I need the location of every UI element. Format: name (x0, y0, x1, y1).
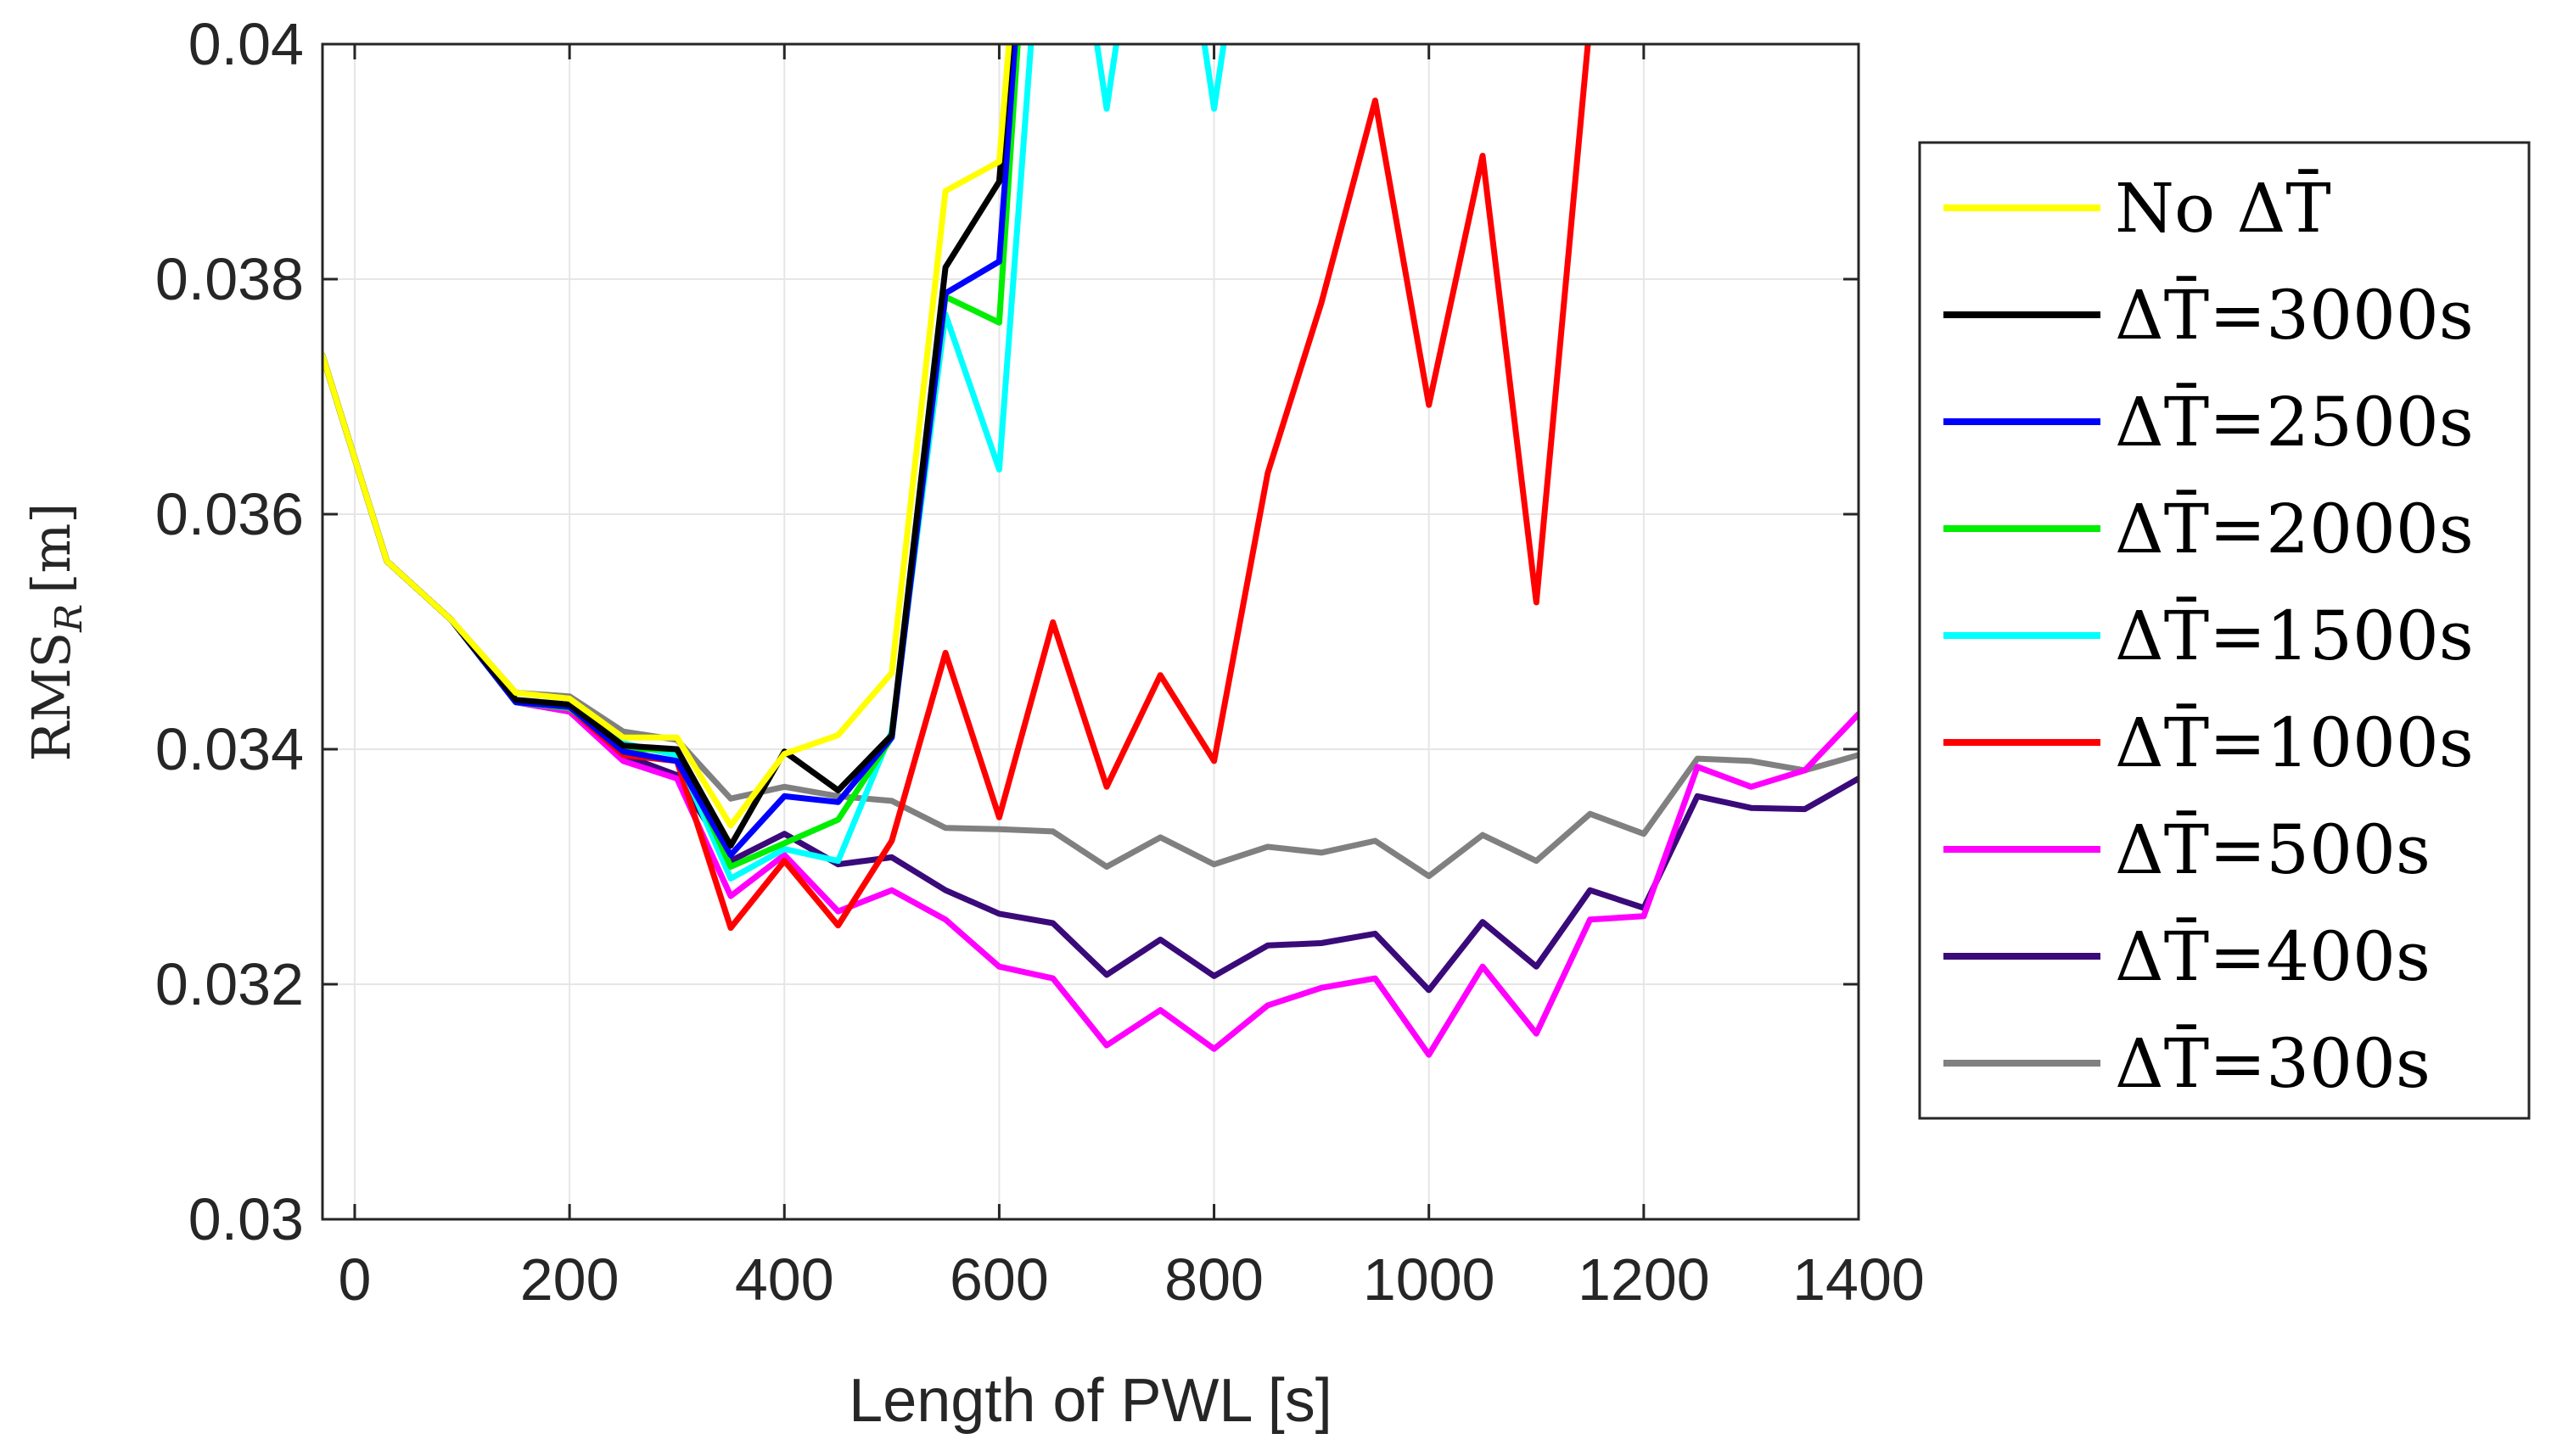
y-tick-label: 0.036 (155, 481, 304, 547)
legend-label-5: ΔT̄=1000s (2115, 703, 2474, 782)
x-tick-label: 1000 (1363, 1246, 1495, 1313)
x-tick-label: 1200 (1578, 1246, 1710, 1313)
series-line-8 (322, 352, 1859, 880)
series-line-6 (322, 352, 1859, 1058)
legend-label-1: ΔT̄=3000s (2115, 275, 2474, 355)
x-tick-label: 1400 (1792, 1246, 1925, 1313)
series-lines (322, 44, 1859, 1058)
x-tick-label: 400 (735, 1246, 834, 1313)
y-tick-label: 0.032 (155, 951, 304, 1017)
legend-label-2: ΔT̄=2500s (2115, 382, 2474, 462)
x-tick-label: 800 (1164, 1246, 1264, 1313)
y-axis-title-unit: [m] (20, 503, 82, 594)
series-line-0 (322, 44, 1012, 829)
plot-background (322, 44, 1859, 1219)
y-tick-label: 0.034 (155, 716, 304, 782)
x-axis-title: Length of PWL [s] (849, 1367, 1332, 1435)
y-tick-label: 0.03 (188, 1186, 304, 1252)
y-tick-label: 0.038 (155, 246, 304, 312)
legend-label-4: ΔT̄=1500s (2115, 596, 2474, 675)
y-axis-title: RMSR [m] (20, 503, 91, 762)
legend-label-3: ΔT̄=2000s (2115, 489, 2474, 568)
x-tick-label: 600 (950, 1246, 1049, 1313)
legend-label-0: No ΔT̄ (2115, 168, 2331, 248)
y-tick-label: 0.04 (188, 11, 304, 77)
legend-label-8: ΔT̄=300s (2115, 1023, 2431, 1103)
legend-label-6: ΔT̄=500s (2115, 809, 2431, 889)
y-axis-title-subscript: R (48, 604, 91, 633)
legend-label-7: ΔT̄=400s (2115, 916, 2431, 996)
legend: No ΔT̄ ΔT̄=3000s ΔT̄=2500s ΔT̄=2000s ΔT̄=150… (1918, 141, 2531, 1120)
y-axis-title-main: RMS (20, 632, 82, 762)
x-tick-label: 200 (520, 1246, 620, 1313)
axis-ticks: 0 200 400 600 800 1000 1200 1400 0.03 0.032 0.034 0… (155, 11, 1925, 1313)
x-tick-label: 0 (339, 1246, 372, 1313)
plot-frame (321, 42, 1860, 1221)
